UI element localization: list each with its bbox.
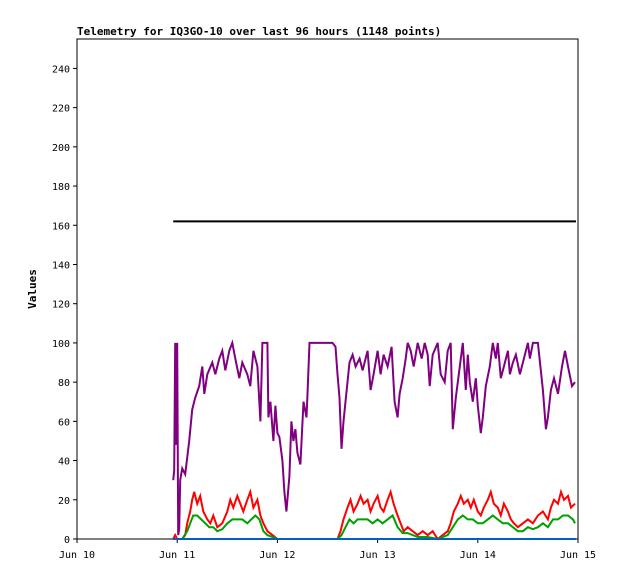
series-line-2 [172,488,576,541]
x-tick-label: Jun 10 [59,550,95,561]
y-tick-label: 0 [64,535,70,546]
y-tick-label: 20 [58,496,70,507]
y-tick-label: 240 [52,64,70,75]
y-tick-label: 60 [58,417,70,428]
series-line-1 [172,339,576,536]
y-tick-label: 180 [52,182,70,193]
y-tick-label: 160 [52,221,70,232]
y-tick-label: 220 [52,104,70,115]
x-tick-label: Jun 12 [259,550,295,561]
y-axis: 0 20 40 60 80 100 120 140 160 180 200 220 240 [52,64,77,546]
y-tick-label: 200 [52,143,70,154]
y-tick-label: 40 [58,457,70,468]
y-tick-label: 120 [52,300,70,311]
x-tick-label: Jun 13 [360,550,396,561]
chart-title: Telemetry for IQ3GO-10 over last 96 hour… [77,25,441,38]
x-tick-label: Jun 11 [159,550,195,561]
plot-frame [76,38,579,540]
series-layer [172,220,576,541]
y-tick-label: 100 [52,339,70,350]
x-axis: Jun 10 Jun 11 Jun 12 Jun 13 Jun 14 Jun 15 [59,539,596,561]
y-axis-label: Values [26,269,39,309]
series-line-3 [173,513,576,541]
x-tick-label: Jun 14 [460,550,496,561]
x-tick-label: Jun 15 [560,550,596,561]
y-tick-label: 80 [58,378,70,389]
y-tick-label: 140 [52,260,70,271]
